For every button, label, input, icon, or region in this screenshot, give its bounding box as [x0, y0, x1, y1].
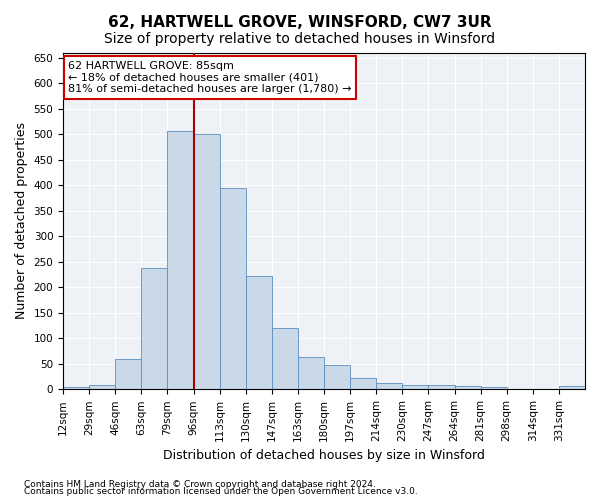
- Text: 62 HARTWELL GROVE: 85sqm
← 18% of detached houses are smaller (401)
81% of semi-: 62 HARTWELL GROVE: 85sqm ← 18% of detach…: [68, 61, 352, 94]
- Bar: [350, 378, 376, 390]
- Bar: [403, 384, 428, 390]
- Bar: [324, 366, 350, 390]
- Bar: [63, 387, 89, 390]
- Bar: [115, 358, 142, 390]
- X-axis label: Distribution of detached houses by size in Winsford: Distribution of detached houses by size …: [163, 450, 485, 462]
- Bar: [559, 386, 585, 390]
- Bar: [220, 188, 246, 390]
- Text: Contains public sector information licensed under the Open Government Licence v3: Contains public sector information licen…: [24, 487, 418, 496]
- Text: 62, HARTWELL GROVE, WINSFORD, CW7 3UR: 62, HARTWELL GROVE, WINSFORD, CW7 3UR: [108, 15, 492, 30]
- Text: Size of property relative to detached houses in Winsford: Size of property relative to detached ho…: [104, 32, 496, 46]
- Bar: [142, 268, 167, 390]
- Y-axis label: Number of detached properties: Number of detached properties: [15, 122, 28, 320]
- Bar: [507, 389, 533, 390]
- Bar: [89, 385, 115, 390]
- Bar: [167, 130, 194, 390]
- Bar: [298, 357, 324, 390]
- Bar: [246, 276, 272, 390]
- Bar: [272, 328, 298, 390]
- Bar: [481, 387, 507, 390]
- Bar: [376, 383, 403, 390]
- Bar: [194, 134, 220, 390]
- Bar: [455, 386, 481, 390]
- Bar: [428, 384, 455, 390]
- Text: Contains HM Land Registry data © Crown copyright and database right 2024.: Contains HM Land Registry data © Crown c…: [24, 480, 376, 489]
